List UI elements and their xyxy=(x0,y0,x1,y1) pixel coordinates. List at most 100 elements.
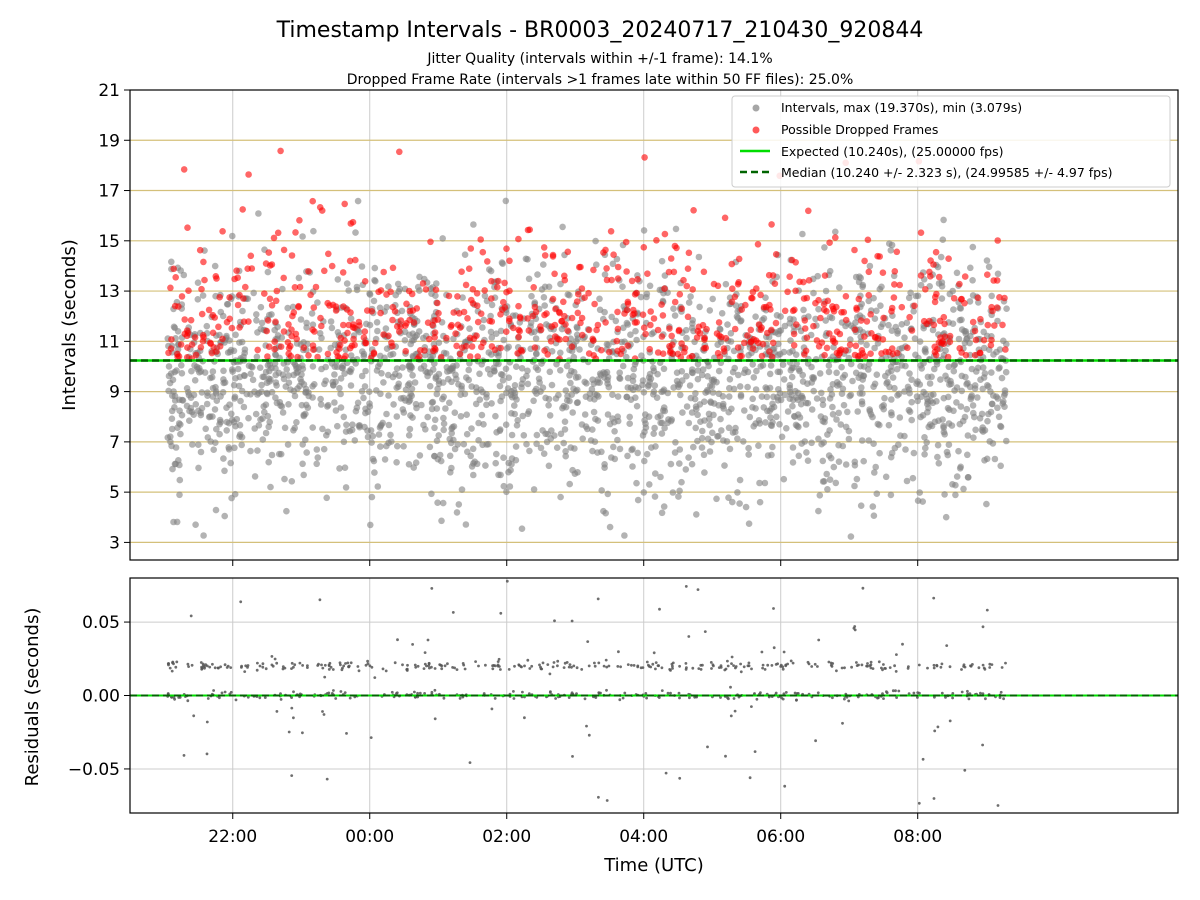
interval-point xyxy=(293,419,300,426)
dropped-frame-point xyxy=(805,207,812,215)
dropped-frame-point xyxy=(561,272,568,280)
interval-point xyxy=(247,370,254,378)
dropped-frame-point xyxy=(361,278,369,285)
dropped-frame-point xyxy=(488,295,495,302)
residual-point xyxy=(339,663,342,667)
residual-point xyxy=(342,664,346,668)
dropped-frame-point xyxy=(458,268,465,276)
residual-point xyxy=(710,667,713,670)
interval-point xyxy=(298,401,306,409)
interval-point xyxy=(387,431,394,439)
interval-point xyxy=(375,431,383,438)
residual-point xyxy=(983,667,987,671)
interval-point xyxy=(385,421,393,429)
residual-point xyxy=(784,664,788,668)
interval-point xyxy=(630,373,637,380)
residual-point xyxy=(433,667,437,670)
interval-point xyxy=(520,432,528,439)
interval-point xyxy=(871,315,879,323)
interval-point xyxy=(825,362,833,369)
residual-point xyxy=(791,661,795,665)
interval-point xyxy=(349,421,356,429)
interval-point xyxy=(905,294,913,302)
interval-point xyxy=(856,390,864,397)
interval-point xyxy=(313,446,321,453)
interval-point xyxy=(337,404,345,411)
interval-point xyxy=(168,442,175,450)
dropped-frame-point xyxy=(205,306,213,314)
interval-point xyxy=(777,313,784,320)
interval-point xyxy=(913,380,920,388)
dropped-frame-point xyxy=(450,309,458,316)
dropped-frame-point xyxy=(972,336,980,344)
interval-point xyxy=(305,392,313,400)
interval-point xyxy=(794,389,802,397)
residual-point xyxy=(213,666,217,670)
interval-point xyxy=(937,376,944,383)
residual-point xyxy=(426,638,430,642)
interval-point xyxy=(963,405,971,413)
interval-point xyxy=(348,426,356,434)
interval-point xyxy=(698,371,706,379)
residual-point xyxy=(292,665,295,669)
dropped-frame-point xyxy=(309,197,317,205)
residual-point xyxy=(855,661,858,664)
interval-point xyxy=(424,369,431,376)
interval-point xyxy=(710,378,717,385)
interval-point xyxy=(777,396,785,404)
interval-point xyxy=(331,363,339,371)
interval-point xyxy=(984,417,991,425)
interval-point xyxy=(973,368,980,375)
dropped-frame-point xyxy=(245,171,252,178)
interval-point xyxy=(433,390,441,398)
interval-point xyxy=(611,418,618,426)
residual-point xyxy=(491,667,495,671)
interval-point xyxy=(567,444,575,451)
dropped-frame-point xyxy=(435,309,442,317)
interval-point xyxy=(838,363,845,371)
dropped-frame-point xyxy=(556,336,563,343)
dropped-frame-point xyxy=(473,332,480,340)
dropped-frame-point xyxy=(393,323,401,330)
interval-point xyxy=(819,478,827,485)
residual-point xyxy=(218,696,221,700)
residual-point xyxy=(270,663,274,667)
interval-point xyxy=(872,463,879,471)
interval-point xyxy=(641,428,648,436)
interval-point xyxy=(983,455,991,463)
residual-point xyxy=(499,668,502,671)
dropped-frame-point xyxy=(421,347,428,354)
interval-point xyxy=(573,337,580,345)
interval-point xyxy=(373,319,381,326)
residual-point xyxy=(932,797,936,800)
residual-point xyxy=(323,663,327,667)
dropped-frame-point xyxy=(339,269,347,276)
interval-point xyxy=(786,349,793,356)
residual-point xyxy=(343,691,347,694)
interval-point xyxy=(201,369,209,376)
residual-point xyxy=(688,696,691,700)
interval-point xyxy=(332,407,340,414)
dropped-frame-point xyxy=(425,335,433,343)
interval-point xyxy=(698,434,706,442)
dropped-frame-point xyxy=(581,294,588,302)
interval-point xyxy=(381,456,389,463)
residual-point xyxy=(357,669,361,673)
interval-point xyxy=(191,377,199,384)
intervals-ytick-label-5: 13 xyxy=(98,282,120,302)
residual-point xyxy=(261,665,265,669)
interval-point xyxy=(686,382,694,389)
interval-point xyxy=(847,360,855,368)
residual-point xyxy=(580,668,584,671)
interval-point xyxy=(633,479,640,487)
interval-point xyxy=(976,415,984,422)
interval-point xyxy=(587,437,595,444)
dropped-frame-point xyxy=(812,299,819,307)
residual-point xyxy=(607,664,611,668)
interval-point xyxy=(192,401,200,408)
interval-point xyxy=(176,396,183,404)
dropped-frame-point xyxy=(568,314,576,322)
dropped-frame-point xyxy=(466,353,474,360)
residual-point xyxy=(568,663,572,666)
interval-point xyxy=(313,460,321,468)
